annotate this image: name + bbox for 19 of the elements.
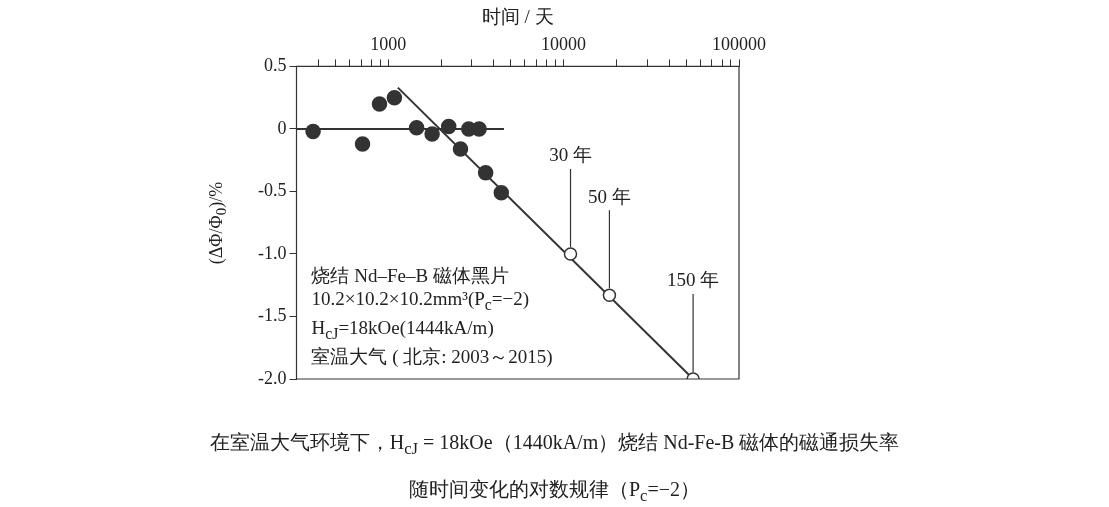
x-tick-label: 10000 [541,34,587,55]
text: 随时间变化的对数规律（P$_{c}$=−2） [407,477,702,507]
x-tick-label: 1000 [370,34,407,55]
annotation: 50 年 [588,185,631,207]
annotation: H$_{cJ}$=18kOe(1444kA/m) [311,316,495,344]
y-tick-label: -1.5 [257,305,287,326]
y-tick-label: -0.5 [257,180,287,201]
y-tick-label: 0 [277,117,287,138]
annotation: 150 年 [666,269,720,291]
annotation: 烧结 Nd–Fe–B 磁体黑片 [311,264,510,288]
y-tick-label: 0.5 [263,55,287,76]
y-tick-label: -1.0 [257,242,287,263]
text: 在室温大气环境下，H$_{cJ}$ = 18kOe（1440kA/m）烧结 Nd-Fe-B 磁体的磁通损失率 [208,430,901,460]
y-tick-label: -2.0 [257,367,287,388]
x-tick-label: 100000 [712,34,766,55]
annotation: 10.2×10.2×10.2mm³(P$_{c}$=−2) [311,287,531,316]
annotation: 室温大气 ( 北京: 2003～2015) [311,345,553,368]
annotation: 30 年 [549,144,592,166]
x-axis-title: 时间 / 天 [481,6,554,28]
